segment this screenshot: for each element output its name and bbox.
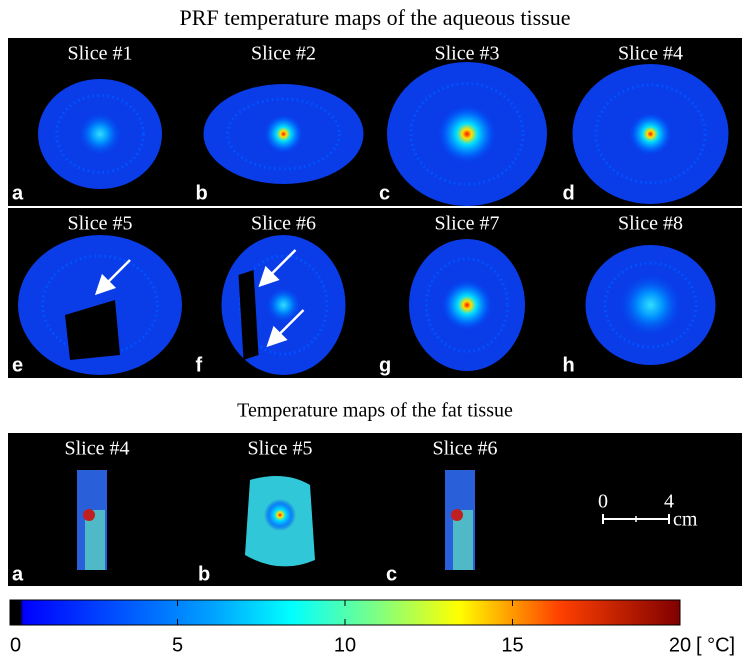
colorbar-tick-label: 0 xyxy=(10,634,21,656)
heated-spot xyxy=(441,279,493,331)
tissue-ring xyxy=(409,82,525,186)
tissue-ring xyxy=(603,261,698,349)
slice-label: Slice #4 xyxy=(65,438,130,460)
bottom-title: Temperature maps of the fat tissue xyxy=(237,400,513,422)
slice-label: Slice #1 xyxy=(68,43,133,65)
tissue-ring xyxy=(41,254,159,356)
panel-letter: h xyxy=(563,354,575,376)
heated-spot xyxy=(265,287,302,323)
tissue-ring xyxy=(424,257,510,353)
arrow xyxy=(258,249,297,288)
colorbar-tick-label: 5 xyxy=(172,634,183,656)
panel-letter: c xyxy=(379,182,390,204)
panel-letter: c xyxy=(386,563,397,585)
heated-spot xyxy=(83,509,95,521)
panel-letter: f xyxy=(196,354,203,376)
colorbar-tick-label: 20 xyxy=(669,634,691,656)
panel-letter: b xyxy=(198,563,210,585)
heated-spot xyxy=(78,112,122,156)
slice-label: Slice #8 xyxy=(618,213,683,235)
arrow xyxy=(94,259,131,296)
slice-label: Slice #3 xyxy=(435,43,500,65)
tissue-ring xyxy=(55,94,145,174)
fat-region xyxy=(453,510,473,570)
heated-spot xyxy=(437,104,497,164)
colorbar-unit: [ °C] xyxy=(696,634,735,656)
heated-spot xyxy=(451,509,463,521)
panel-letter: a xyxy=(12,182,24,204)
scale-bar-unit: cm xyxy=(673,509,698,531)
bottom-panel-background xyxy=(8,433,742,586)
slice-label: Slice #5 xyxy=(248,438,313,460)
heated-spot xyxy=(263,114,304,154)
heated-spot xyxy=(264,499,296,531)
panel-letter: b xyxy=(196,182,208,204)
colorbar-tick-label: 10 xyxy=(334,634,356,656)
slice-label: Slice #6 xyxy=(433,438,498,460)
dark-region xyxy=(238,270,259,360)
panel-letter: a xyxy=(12,563,24,585)
panel-letter: g xyxy=(379,354,391,376)
tissue-ring xyxy=(594,83,707,185)
heated-spot xyxy=(628,112,673,156)
slice-label: Slice #7 xyxy=(435,213,500,235)
arrow xyxy=(266,309,305,348)
panel-letter: d xyxy=(563,182,575,204)
tissue-ring xyxy=(238,254,329,356)
scale-bar-label: 0 xyxy=(598,491,608,513)
fat-region xyxy=(85,510,105,570)
slice-label: Slice #4 xyxy=(618,43,683,65)
top-title: PRF temperature maps of the aqueous tiss… xyxy=(179,5,570,30)
slice-label: Slice #2 xyxy=(251,43,316,65)
slice-label: Slice #6 xyxy=(251,213,316,235)
dark-region xyxy=(65,300,120,360)
heated-spot xyxy=(618,273,683,337)
panel-letter: e xyxy=(12,354,23,376)
slice-label: Slice #5 xyxy=(68,213,133,235)
scale-bar-label: 4 xyxy=(664,491,674,513)
colorbar-tick-label: 15 xyxy=(501,634,523,656)
tissue-ring xyxy=(226,97,341,171)
